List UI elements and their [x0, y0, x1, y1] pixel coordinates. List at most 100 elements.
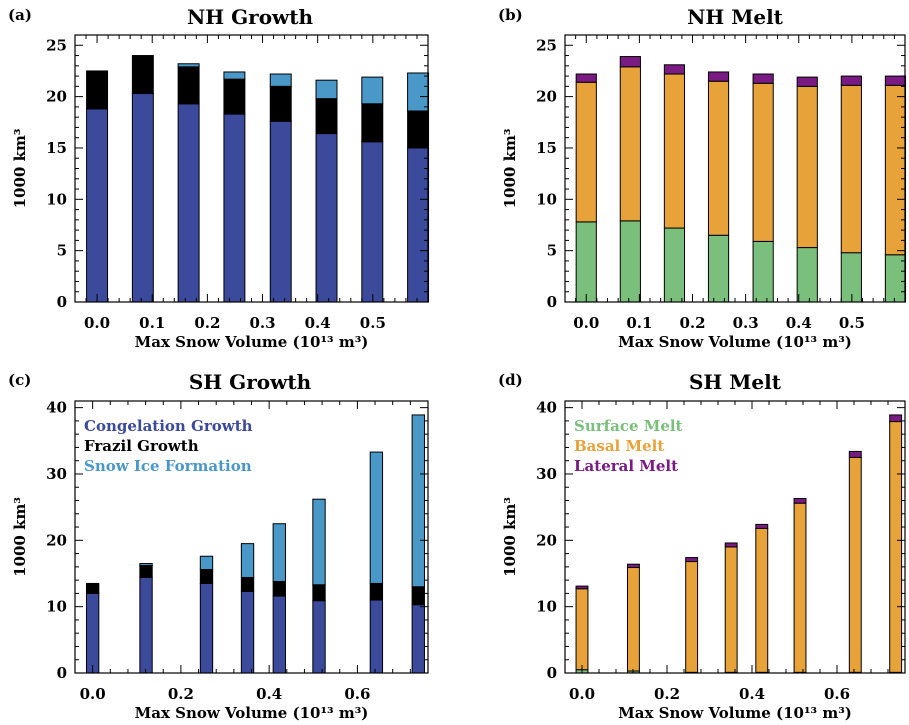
chart-title: SH Melt: [689, 370, 782, 394]
bar-segment-basal_melt: [884, 84, 907, 256]
x-tick-label: 0.4: [305, 314, 331, 332]
bar-segment-frazil: [85, 582, 100, 594]
bar-segment-basal_melt: [848, 456, 862, 673]
legend-entry: Lateral Melt: [574, 457, 678, 475]
bar-segment-surface_melt: [707, 234, 730, 303]
bar-segment-snow_ice: [139, 563, 153, 567]
bar-segment-snow_ice: [223, 71, 246, 80]
bar-segment-congelation: [199, 582, 214, 674]
bar-segment-surface_melt: [663, 227, 686, 303]
x-tick-label: 0.0: [80, 685, 106, 703]
bar-segment-lateral_melt: [685, 557, 699, 563]
x-tick-label: 0.2: [194, 314, 220, 332]
y-axis-label: 1000 km³: [501, 129, 519, 209]
y-tick-label: 10: [536, 598, 557, 616]
y-tick-label: 30: [46, 465, 67, 483]
bar-segment-surface_melt: [752, 240, 774, 303]
x-tick-label: 0.0: [84, 314, 110, 332]
y-tick-label: 40: [536, 399, 557, 417]
bar-segment-lateral_melt: [707, 71, 730, 82]
bar-segment-snow_ice: [240, 543, 255, 578]
bar-segment-snow_ice: [312, 498, 326, 586]
bar-segment-lateral_melt: [575, 585, 589, 590]
bar-segment-lateral_melt: [663, 64, 686, 75]
bar-segment-congelation: [312, 600, 326, 674]
bar-segment-surface_melt: [619, 220, 641, 303]
bar-segment-lateral_melt: [575, 73, 597, 83]
bar-segment-lateral_melt: [884, 75, 907, 86]
x-tick-label: 0.6: [824, 685, 850, 703]
y-tick-label: 0: [57, 664, 67, 682]
bar-segment-lateral_melt: [619, 56, 641, 68]
bar-segment-snow_ice: [272, 523, 286, 582]
y-tick-label: 10: [46, 190, 67, 208]
y-axis-label: 1000 km³: [11, 497, 29, 577]
bar-segment-congelation: [177, 103, 200, 303]
y-tick-label: 20: [536, 88, 557, 106]
chart-panel-0: (a) NH Growth 0 5 10 15 20 25 0.0 0.1 0.2 0.3 0.4 0.5…: [8, 5, 430, 351]
y-tick-label: 0: [57, 293, 67, 311]
bar-segment-surface_melt: [575, 221, 597, 303]
legend-entry: Basal Melt: [574, 437, 664, 455]
bar-segment-frazil: [407, 110, 430, 149]
x-tick-label: 0.2: [168, 685, 194, 703]
bar-segment-lateral_melt: [840, 75, 862, 86]
y-tick-label: 0: [547, 664, 557, 682]
y-tick-label: 40: [46, 399, 67, 417]
bar-segment-snow_ice: [411, 414, 425, 588]
bar-segment-congelation: [411, 604, 425, 674]
bar-segment-basal_melt: [793, 502, 807, 673]
x-tick-label: 0.1: [139, 314, 165, 332]
bar-segment-basal_melt: [575, 588, 589, 671]
y-tick-label: 5: [547, 242, 557, 260]
bar-segment-basal_melt: [626, 567, 640, 672]
bar-segment-congelation: [407, 147, 430, 303]
x-axis-label: Max Snow Volume (10¹³ m³): [135, 704, 369, 722]
bar-segment-basal_melt: [663, 73, 686, 229]
bar-segment-surface_melt: [840, 252, 862, 303]
bar-segment-snow_ice: [199, 555, 214, 571]
bar-segment-frazil: [223, 78, 246, 115]
bar-segment-congelation: [361, 141, 384, 303]
y-tick-label: 20: [536, 531, 557, 549]
bar-segment-congelation: [85, 592, 100, 674]
y-tick-label: 0: [547, 293, 557, 311]
y-tick-label: 15: [536, 139, 557, 157]
x-tick-label: 0.5: [360, 314, 386, 332]
bar-segment-snow_ice: [369, 451, 384, 584]
bar-segment-congelation: [223, 113, 246, 303]
chart-title: SH Growth: [189, 370, 312, 394]
chart-title: NH Melt: [687, 5, 784, 29]
bar-segment-frazil: [269, 85, 292, 122]
y-tick-label: 15: [46, 139, 67, 157]
x-axis-label: Max Snow Volume (10¹³ m³): [135, 333, 369, 351]
x-tick-label: 0.5: [839, 314, 865, 332]
y-tick-label: 20: [46, 531, 67, 549]
panel-letter: (a): [8, 6, 32, 24]
bar-segment-congelation: [139, 576, 153, 674]
chart-panel-1: (b) NH Melt 0 5 10 15 20 25 0.0 0.1 0.2 0.3 0.4 0.5Ma…: [498, 5, 907, 351]
bar-segment-basal_melt: [796, 85, 818, 249]
x-tick-label: 0.3: [249, 314, 275, 332]
y-tick-label: 20: [46, 88, 67, 106]
x-tick-label: 0.2: [654, 685, 680, 703]
bar-segment-frazil: [177, 66, 200, 105]
y-tick-label: 5: [57, 242, 67, 260]
y-tick-label: 25: [46, 36, 67, 54]
bar-segment-lateral_melt: [889, 414, 903, 423]
legend-entry: Snow Ice Formation: [84, 457, 252, 475]
bar-segment-congelation: [86, 108, 109, 303]
bar-segment-lateral_melt: [848, 450, 862, 458]
x-tick-label: 0.4: [786, 314, 812, 332]
bar-segment-frazil: [369, 582, 384, 601]
bar-segment-lateral_melt: [755, 523, 769, 529]
x-axis-label: Max Snow Volume (10¹³ m³): [618, 333, 852, 351]
bar-segment-congelation: [269, 120, 292, 303]
bar-segment-surface_melt: [796, 247, 818, 303]
bar-segment-basal_melt: [707, 80, 730, 236]
y-axis-label: 1000 km³: [501, 497, 519, 577]
bar-segment-snow_ice: [315, 79, 338, 100]
bar-segment-frazil: [411, 586, 425, 606]
